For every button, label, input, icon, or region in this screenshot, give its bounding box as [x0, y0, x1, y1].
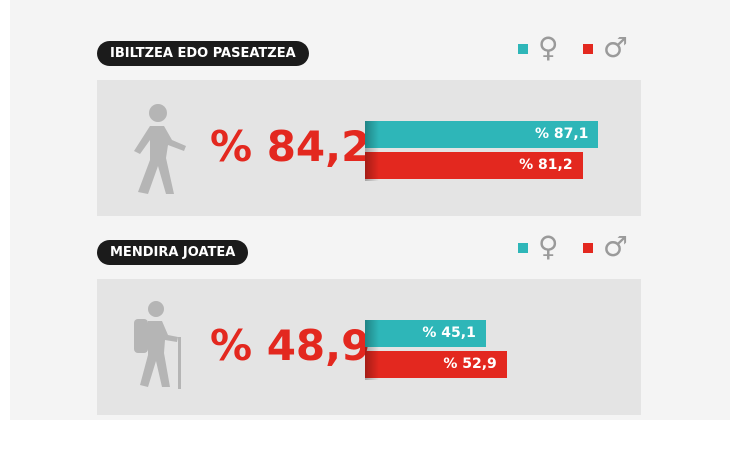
panel [97, 80, 641, 216]
section-title: MENDIRA JOATEA [97, 240, 249, 265]
legend-swatch [583, 243, 593, 253]
bar [365, 152, 583, 179]
bar [365, 351, 507, 378]
legend-label: ♀ [538, 31, 559, 64]
legend-label: ♂ [603, 230, 629, 263]
bar-value-label: % 81,2 [519, 157, 573, 173]
total-value: % 84,2 [210, 122, 371, 171]
bar-value-label: % 52,9 [443, 356, 497, 372]
legend-label: ♂ [603, 31, 629, 64]
section-title: IBILTZEA EDO PASEATZEA [97, 41, 309, 66]
bar [365, 320, 486, 347]
hiker-icon [134, 301, 181, 389]
bar-shadow [365, 320, 379, 380]
bar [365, 121, 599, 148]
bar-shadow [365, 121, 379, 181]
legend-swatch [583, 44, 593, 54]
panel [97, 279, 641, 415]
legend-swatch [518, 243, 528, 253]
legend-swatch [518, 44, 528, 54]
bar-value-label: % 45,1 [422, 325, 476, 341]
total-value: % 48,9 [210, 321, 371, 370]
walker-icon [134, 104, 186, 194]
legend-label: ♀ [538, 230, 559, 263]
bar-value-label: % 87,1 [534, 126, 589, 142]
